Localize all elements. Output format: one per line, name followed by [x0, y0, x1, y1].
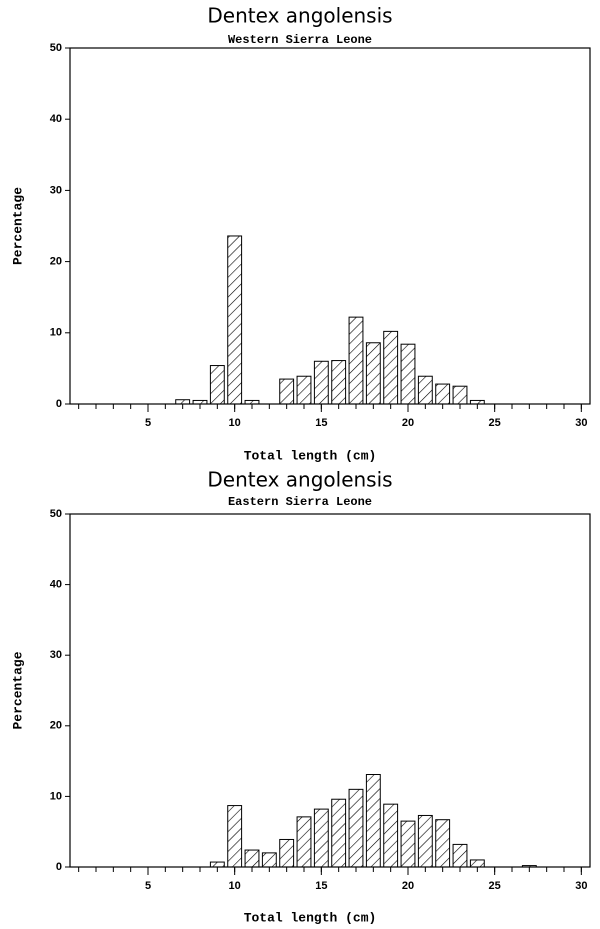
bar	[175, 399, 191, 405]
y-tick-label: 30	[50, 184, 62, 196]
bar	[348, 788, 364, 868]
y-tick-label: 20	[50, 256, 62, 268]
bar	[209, 365, 225, 405]
x-axis-label: Total length (cm)	[244, 448, 377, 463]
x-tick-label: 30	[575, 880, 587, 892]
x-tick-label: 20	[402, 880, 414, 892]
chart-subtitle: Eastern Sierra Leone	[228, 495, 372, 509]
chart-title: Dentex angolensis	[207, 468, 392, 492]
x-tick-label: 5	[145, 880, 151, 892]
bar	[435, 819, 451, 868]
chart-subtitle: Western Sierra Leone	[228, 33, 372, 47]
y-axis-label: Percentage	[10, 187, 25, 265]
bar	[261, 852, 277, 868]
bar	[331, 360, 347, 405]
x-tick-label: 20	[402, 417, 414, 429]
bar	[227, 235, 243, 405]
y-tick-label: 50	[50, 508, 62, 520]
x-tick-label: 5	[145, 417, 151, 429]
x-tick-label: 10	[229, 417, 241, 429]
x-tick-label: 10	[229, 880, 241, 892]
y-tick-label: 0	[56, 398, 62, 410]
x-tick-label: 15	[315, 880, 327, 892]
bar	[192, 399, 208, 405]
bar	[521, 865, 537, 868]
bar	[227, 805, 243, 868]
y-tick-label: 40	[50, 113, 62, 125]
bar	[244, 399, 260, 405]
bar	[209, 861, 225, 868]
bar	[244, 849, 260, 868]
y-tick-label: 50	[50, 42, 62, 54]
bar	[348, 316, 364, 405]
bar	[435, 383, 451, 405]
bar	[400, 343, 416, 405]
bar	[452, 385, 468, 405]
bar	[452, 843, 468, 868]
x-axis-label: Total length (cm)	[244, 910, 377, 925]
y-tick-label: 0	[56, 861, 62, 873]
x-tick-label: 25	[489, 880, 501, 892]
y-tick-label: 40	[50, 579, 62, 591]
bar	[469, 399, 485, 405]
bar	[279, 378, 295, 405]
bar	[417, 814, 433, 868]
bar	[469, 859, 485, 868]
x-tick-label: 30	[575, 417, 587, 429]
y-tick-label: 10	[50, 790, 62, 802]
bar	[279, 838, 295, 868]
bar	[417, 375, 433, 405]
bar	[331, 798, 347, 868]
y-axis-label: Percentage	[10, 651, 25, 729]
bar	[400, 820, 416, 868]
bar	[296, 816, 312, 868]
y-tick-label: 30	[50, 649, 62, 661]
bar	[383, 803, 399, 868]
y-tick-label: 10	[50, 327, 62, 339]
y-tick-label: 20	[50, 720, 62, 732]
x-tick-label: 15	[315, 417, 327, 429]
plot-frame	[69, 47, 591, 405]
bar	[296, 375, 312, 405]
plot-frame	[69, 513, 591, 868]
bar	[365, 774, 381, 868]
bar	[383, 330, 399, 405]
bar	[313, 808, 329, 868]
bar	[313, 360, 329, 405]
bar	[365, 342, 381, 405]
x-tick-label: 25	[489, 417, 501, 429]
chart-title: Dentex angolensis	[207, 4, 392, 28]
